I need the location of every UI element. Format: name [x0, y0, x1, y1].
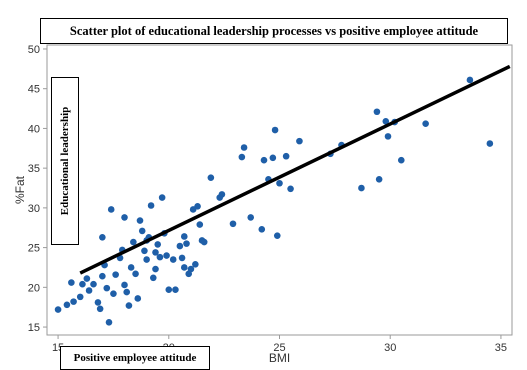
- regression-line: [79, 64, 511, 275]
- data-point: [76, 293, 84, 301]
- data-point: [152, 265, 159, 273]
- data-point: [200, 238, 208, 246]
- data-point: [154, 241, 162, 248]
- y-tick-label: 25: [28, 243, 40, 255]
- data-point: [99, 233, 106, 241]
- data-point: [180, 264, 188, 271]
- data-point: [258, 226, 266, 233]
- data-point: [176, 242, 184, 250]
- data-point: [422, 120, 429, 127]
- x-tick-label: 25: [273, 342, 285, 354]
- data-point: [99, 272, 106, 280]
- data-point: [105, 318, 113, 326]
- data-point: [382, 117, 390, 125]
- data-point: [192, 260, 199, 268]
- data-point: [121, 214, 128, 221]
- data-point: [132, 270, 139, 278]
- data-point: [169, 256, 177, 263]
- chart-title: Scatter plot of educational leadership p…: [40, 18, 508, 44]
- y-tick-label: 50: [28, 44, 40, 56]
- data-point: [63, 301, 71, 309]
- data-point: [373, 108, 381, 116]
- data-point: [112, 271, 119, 278]
- y-tick-label: 40: [28, 123, 40, 135]
- data-point: [136, 217, 144, 224]
- y-axis-title: %Fat: [13, 175, 27, 204]
- data-point: [271, 126, 279, 134]
- data-point: [183, 240, 190, 247]
- data-point: [103, 284, 111, 292]
- data-point: [178, 254, 186, 262]
- data-point: [196, 221, 204, 228]
- data-point: [260, 156, 268, 164]
- data-point: [147, 202, 155, 209]
- y-tick-label: 35: [28, 163, 40, 175]
- data-point: [94, 299, 102, 306]
- data-point: [83, 275, 91, 282]
- data-point: [384, 133, 392, 140]
- data-point: [149, 274, 157, 282]
- data-point: [156, 253, 164, 261]
- data-point: [358, 184, 365, 192]
- data-point: [85, 287, 93, 294]
- data-point: [110, 290, 117, 297]
- data-point: [218, 191, 226, 198]
- y-overlay-label-box: Educational leadership: [51, 77, 79, 245]
- data-point: [79, 280, 86, 288]
- data-point: [123, 288, 131, 296]
- data-point: [127, 264, 135, 271]
- y-tick-label: 45: [28, 84, 40, 96]
- data-point: [96, 305, 104, 313]
- data-point: [107, 206, 115, 213]
- data-point: [134, 295, 142, 302]
- data-point: [240, 144, 248, 151]
- x-overlay-label-box: Positive employee attitude: [60, 346, 210, 370]
- data-point: [194, 202, 201, 210]
- data-point: [143, 256, 150, 263]
- data-point: [238, 153, 246, 161]
- x-overlay-label: Positive employee attitude: [73, 352, 197, 364]
- data-point: [276, 179, 283, 187]
- x-axis-title: BMI: [269, 351, 290, 365]
- data-point: [486, 140, 494, 147]
- data-point: [141, 247, 148, 255]
- data-point: [296, 137, 303, 145]
- data-point: [90, 280, 97, 288]
- data-point: [138, 227, 146, 235]
- data-point: [287, 185, 294, 193]
- chart-title-text: Scatter plot of educational leadership p…: [69, 23, 479, 38]
- y-overlay-label: Educational leadership: [59, 106, 71, 216]
- data-point: [165, 286, 173, 294]
- data-point: [68, 279, 75, 286]
- data-point: [130, 238, 137, 246]
- y-tick-label: 15: [28, 322, 40, 334]
- data-points: [54, 76, 494, 326]
- data-point: [152, 249, 159, 256]
- data-point: [180, 233, 188, 240]
- data-point: [121, 281, 128, 289]
- data-point: [158, 194, 166, 201]
- y-tick-label: 30: [28, 203, 40, 215]
- data-point: [187, 265, 195, 273]
- x-tick-label: 35: [495, 342, 507, 354]
- data-point: [70, 298, 77, 305]
- data-point: [229, 220, 237, 228]
- data-point: [282, 152, 290, 160]
- data-point: [375, 175, 383, 183]
- y-axis: 15 20 25 30 35 40 45 50: [28, 44, 47, 334]
- data-point: [207, 174, 215, 181]
- data-point: [397, 156, 405, 164]
- data-point: [247, 214, 255, 221]
- data-point: [125, 302, 133, 309]
- data-point: [172, 286, 179, 294]
- y-tick-label: 20: [28, 282, 40, 294]
- data-point: [273, 232, 281, 239]
- x-tick-label: 30: [384, 342, 396, 354]
- data-point: [466, 76, 474, 84]
- data-point: [269, 154, 277, 162]
- data-point: [54, 306, 62, 313]
- data-point: [163, 252, 170, 259]
